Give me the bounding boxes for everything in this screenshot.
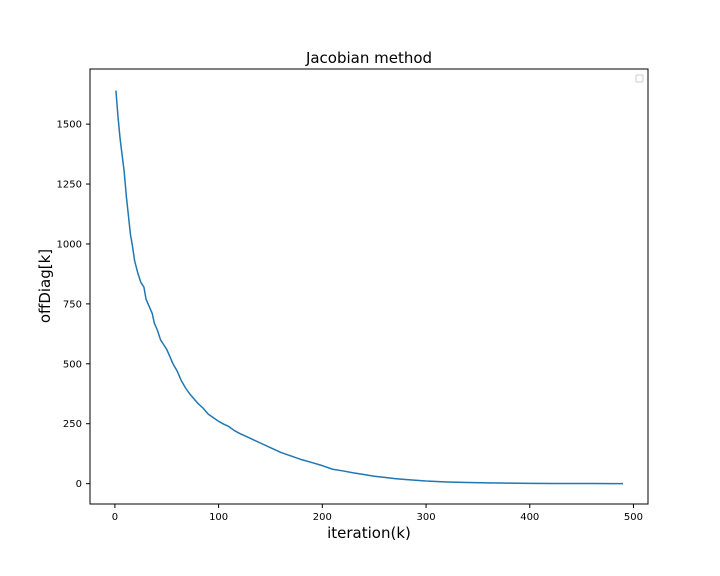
plot-area: 0 100 200 300 400 500 0 250 500 750 1000 1250 1500: [57, 68, 649, 523]
x-axis-label: iteration(k): [327, 524, 411, 542]
x-axis-ticks: 0 100 200 300 400 500: [112, 504, 643, 523]
x-tick-label: 200: [313, 512, 332, 523]
x-tick-label: 0: [112, 512, 118, 523]
y-tick-label: 500: [63, 359, 82, 370]
series-line: [115, 90, 624, 485]
legend: [635, 74, 644, 83]
x-tick-label: 500: [624, 512, 643, 523]
chart-title: Jacobian method: [305, 49, 432, 67]
y-tick-label: 1250: [57, 180, 82, 191]
data-layer: [115, 90, 624, 485]
plot-frame: [89, 68, 649, 505]
y-tick-label: 1500: [57, 120, 82, 131]
y-tick-label: 1000: [57, 239, 82, 250]
y-tick-label: 250: [63, 419, 82, 430]
y-axis-label: offDiag[k]: [36, 249, 54, 323]
x-tick-label: 300: [416, 512, 435, 523]
x-tick-label: 400: [520, 512, 539, 523]
y-tick-label: 750: [63, 299, 82, 310]
y-tick-label: 0: [76, 479, 82, 490]
x-tick-label: 100: [209, 512, 228, 523]
legend-box: [635, 74, 644, 83]
y-axis-ticks: 0 250 500 750 1000 1250 1500: [57, 120, 90, 490]
